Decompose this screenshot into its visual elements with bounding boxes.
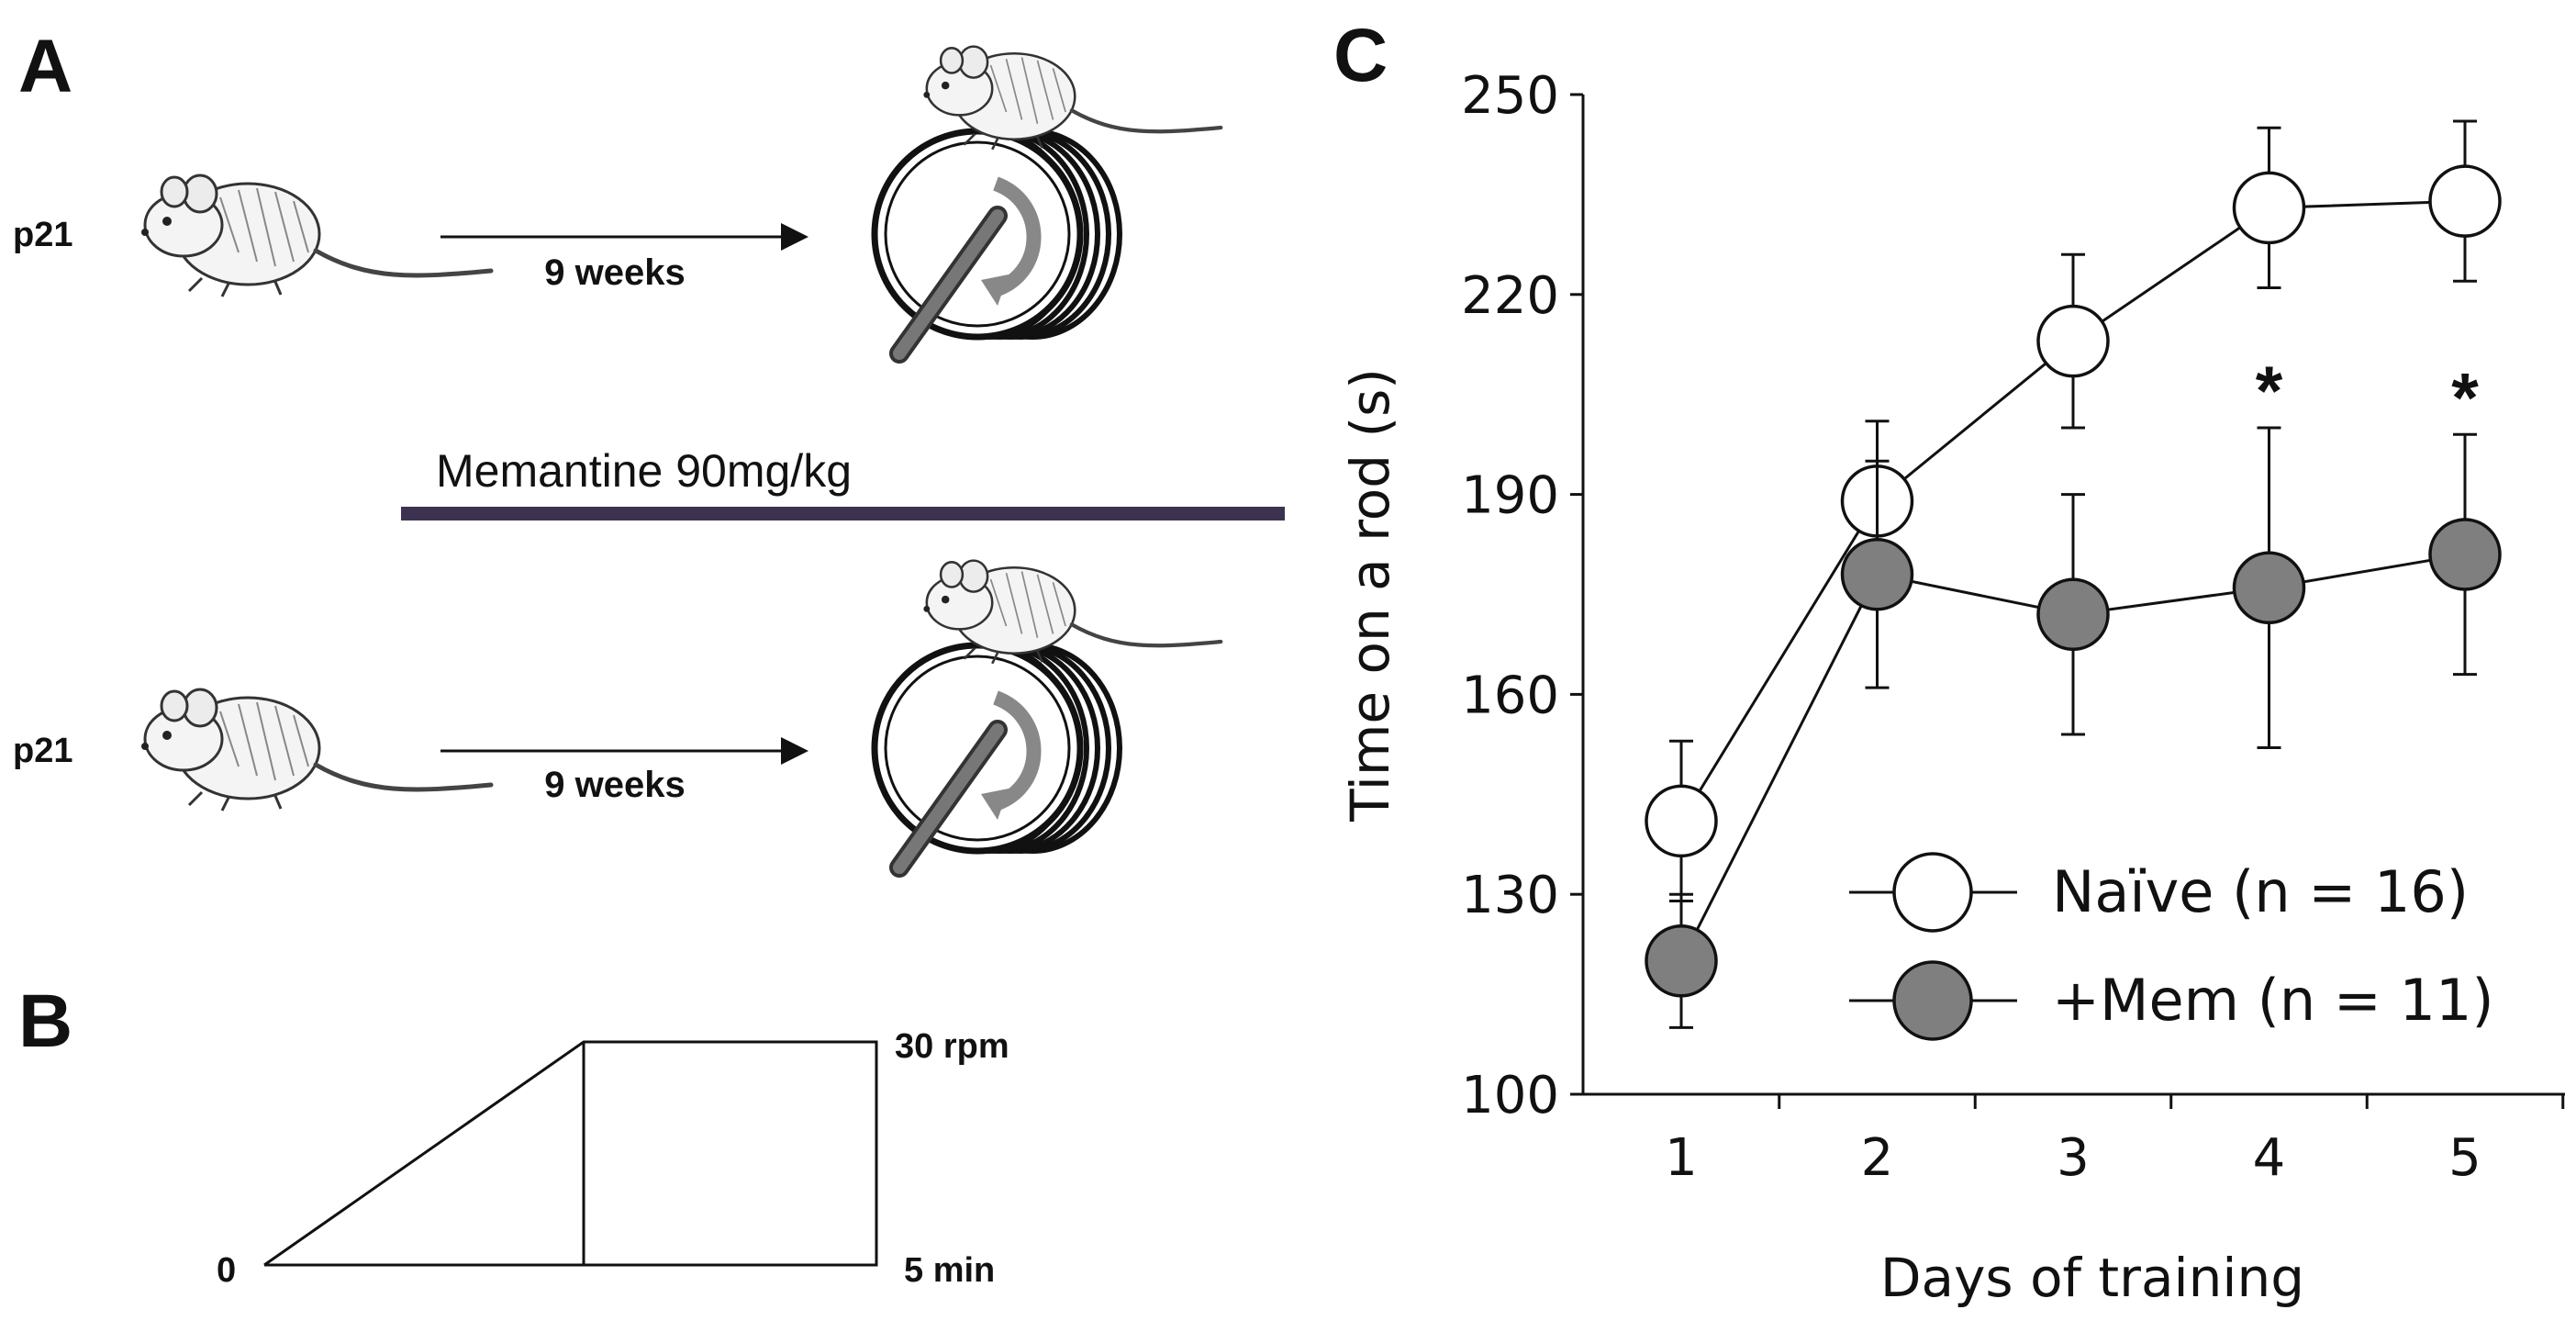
significance-annotations: * * [2256, 353, 2480, 437]
x-tick-label: 5 [2448, 1128, 2481, 1188]
ramp-end-time-label: 5 min [904, 1251, 995, 1290]
series-layer [1645, 119, 2502, 1029]
speed-ramp-outline [263, 1040, 878, 1267]
x-tick-label: 1 [1665, 1128, 1698, 1188]
y-tick-label: 130 [1461, 866, 1559, 925]
y-tick-label: 220 [1461, 266, 1559, 326]
x-tick-label: 4 [2253, 1128, 2286, 1188]
data-point-naive [2036, 304, 2110, 378]
y-tick-label: 160 [1461, 666, 1559, 725]
line-chart: 100 130 160 190 220 250 1 2 3 4 5 Time on a rod (… [1339, 66, 2565, 1309]
rotarod-illustration-bottom [875, 561, 1221, 867]
y-tick-label: 190 [1461, 466, 1559, 526]
y-tick-label: 100 [1461, 1066, 1559, 1125]
y-ticks: 100 130 160 190 220 250 [1461, 66, 1583, 1125]
series-mem [1645, 426, 2502, 1029]
panel-b-letter: B [18, 979, 72, 1063]
data-point-naive [2428, 164, 2502, 238]
mouse-illustration-bottom [141, 689, 491, 811]
mouse-illustration-top [141, 175, 491, 297]
x-tick-label: 3 [2057, 1128, 2090, 1188]
age-label-bottom: p21 [13, 732, 72, 770]
legend-label-naive: Naïve (n = 16) [2052, 858, 2469, 925]
rotarod-illustration-top [875, 47, 1221, 353]
data-point-mem [2036, 577, 2110, 652]
legend-item-naive: Naïve (n = 16) [1849, 852, 2469, 933]
duration-label-bottom: 9 weeks [544, 765, 685, 805]
legend-label-mem: +Mem (n = 11) [2052, 967, 2494, 1034]
data-point-naive [2232, 171, 2306, 245]
legend-marker-naive [1892, 852, 1973, 933]
panel-a: A p21 9 weeks Memantine 90mg/kg p21 9 we… [13, 25, 1285, 867]
data-point-mem [1840, 537, 1914, 611]
significance-star: * [2256, 353, 2283, 431]
data-point-mem [2428, 518, 2502, 591]
data-point-mem [2232, 551, 2306, 624]
x-ticks: 1 2 3 4 5 [1665, 1094, 2565, 1188]
panel-b: B 0 30 rpm 5 min [18, 979, 1009, 1290]
x-axis-title: Days of training [1880, 1247, 2304, 1309]
y-tick-label: 250 [1461, 66, 1559, 126]
panel-a-letter: A [18, 25, 72, 108]
data-point-mem [1645, 924, 1718, 998]
drug-treatment-bar [401, 507, 1285, 520]
legend-item-mem: +Mem (n = 11) [1849, 960, 2494, 1041]
data-point-naive [1645, 784, 1718, 858]
panel-c: C 100 130 160 190 220 250 1 2 3 4 5 Time on a rod… [1333, 14, 2565, 1309]
age-label-top: p21 [13, 216, 72, 254]
panel-c-letter: C [1333, 14, 1388, 97]
legend-marker-mem [1892, 960, 1973, 1041]
y-axis-title: Time on a rod (s) [1339, 368, 1401, 823]
ramp-top-speed-label: 30 rpm [895, 1027, 1009, 1066]
duration-label-top: 9 weeks [544, 252, 685, 293]
ramp-start-label: 0 [217, 1251, 236, 1290]
x-tick-label: 2 [1861, 1128, 1894, 1188]
legend: Naïve (n = 16) +Mem (n = 11) [1849, 852, 2494, 1041]
drug-label: Memantine 90mg/kg [436, 445, 852, 497]
significance-star: * [2451, 359, 2479, 437]
